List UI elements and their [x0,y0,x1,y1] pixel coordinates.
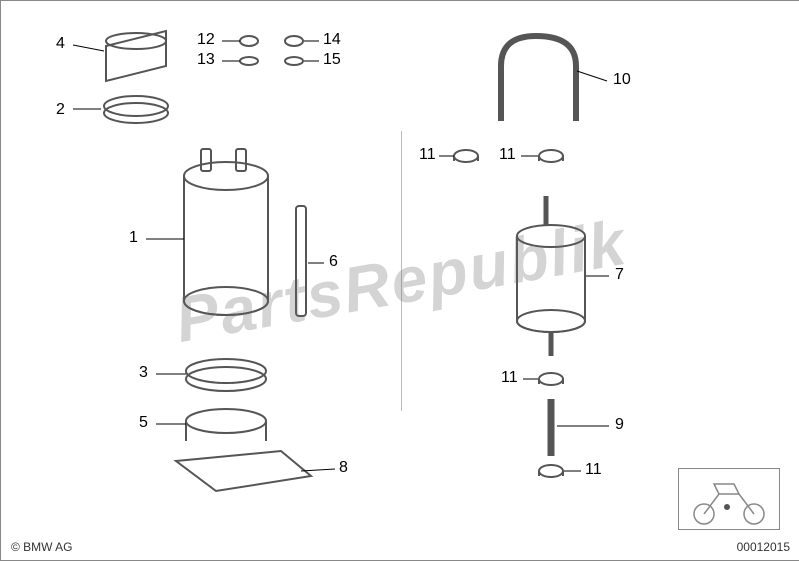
callout-11c: 11 [501,369,518,387]
motorcycle-icon-box [678,468,780,530]
ring-upper [104,96,168,123]
base-plate [176,451,311,491]
callout-7: 7 [615,266,624,284]
callout-3: 3 [139,364,148,382]
cap-top [106,31,166,81]
callout-6: 6 [329,253,338,271]
copyright-text: © BMW AG [11,540,73,554]
callout-10: 10 [613,71,631,89]
hose-curved [501,36,576,121]
callout-8: 8 [339,459,348,477]
fuel-pump [184,149,268,315]
grommets [240,36,303,65]
diagram-container: 4 2 1 3 5 6 8 12 13 14 15 10 11 11 7 11 … [0,0,799,561]
strap [296,206,306,316]
callout-5: 5 [139,414,148,432]
bracket [186,409,266,441]
callout-9: 9 [615,416,624,434]
callout-13: 13 [197,51,215,69]
callout-11d: 11 [585,461,602,479]
ring-lower [186,359,266,391]
callout-2: 2 [56,101,65,119]
callout-15: 15 [323,51,341,69]
callout-1: 1 [129,229,138,247]
fuel-filter [517,196,585,356]
callout-14: 14 [323,31,341,49]
callout-11a: 11 [419,146,436,164]
callout-4: 4 [56,35,65,53]
callout-12: 12 [197,31,215,49]
drawing-number: 00012015 [737,540,790,554]
callout-11b: 11 [499,146,516,164]
